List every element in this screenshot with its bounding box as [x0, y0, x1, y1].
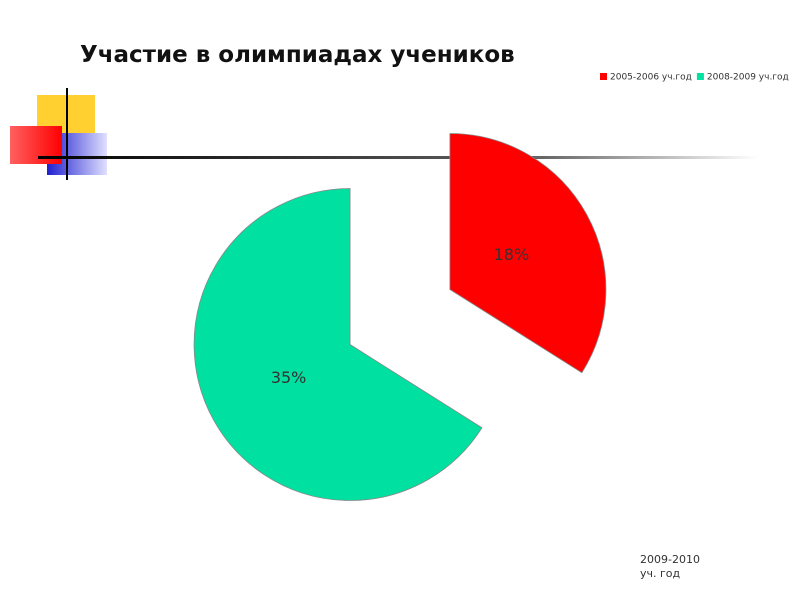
pie-slice — [193, 188, 483, 501]
legend-swatch — [600, 73, 607, 80]
legend: 2005-2006 уч.год 2008-2009 уч.год — [600, 73, 789, 83]
legend-label: 2005-2006 уч.год — [610, 73, 692, 83]
data-label: 18% — [494, 245, 530, 264]
legend-swatch — [696, 73, 704, 80]
pie-slice — [449, 133, 607, 374]
legend-label: 2008-2009 уч.год — [707, 73, 789, 83]
pie: 18% 35% — [193, 133, 607, 501]
annotation: 2009-2010 уч. год — [640, 553, 700, 580]
data-label: 35% — [271, 368, 307, 387]
chart-title: Участие в олимпиадах учеников — [80, 42, 515, 68]
deco-line — [38, 156, 758, 159]
